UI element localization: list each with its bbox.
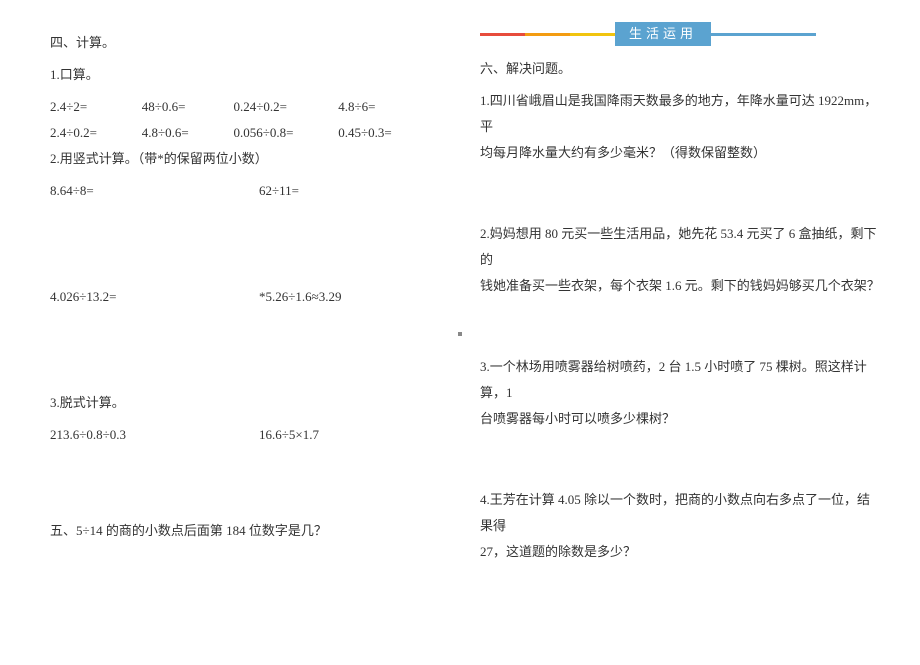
oral-cell: 48÷0.6= [142, 94, 234, 120]
vertical-cell: *5.26÷1.6≈3.29 [259, 284, 430, 310]
question-line: 4.王芳在计算 4.05 除以一个数时，把商的小数点向右多点了一位，结果得 [480, 487, 880, 539]
question-2: 2.妈妈想用 80 元买一些生活用品，她先花 53.4 元买了 6 盒抽纸，剩下… [480, 221, 880, 299]
section-4-title: 四、计算。 [50, 30, 430, 56]
banner-bar-yellow [570, 33, 615, 36]
oral-cell: 0.056÷0.8= [233, 120, 338, 146]
question-line: 27，这道题的除数是多少？ [480, 539, 880, 565]
vertical-row: 8.64÷8= 62÷11= [50, 178, 430, 204]
question-4: 4.王芳在计算 4.05 除以一个数时，把商的小数点向右多点了一位，结果得 27… [480, 487, 880, 565]
question-line: 钱她准备买一些衣架，每个衣架 1.6 元。剩下的钱妈妈够买几个衣架？ [480, 273, 880, 299]
oral-cell: 4.8÷0.6= [142, 120, 234, 146]
oral-cell: 0.45÷0.3= [338, 120, 430, 146]
section-banner: 生活运用 [480, 22, 880, 46]
oral-cell: 4.8÷6= [338, 94, 430, 120]
right-column: 生活运用 六、解决问题。 1.四川省峨眉山是我国降雨天数最多的地方，年降水量可达… [460, 0, 920, 665]
oral-row: 2.4÷2= 48÷0.6= 0.24÷0.2= 4.8÷6= [50, 94, 430, 120]
question-line: 3.一个林场用喷雾器给树喷药，2 台 1.5 小时喷了 75 棵树。照这样计算，… [480, 354, 880, 406]
center-marker-icon [458, 332, 462, 336]
oral-cell: 2.4÷2= [50, 94, 142, 120]
banner-bar-red [480, 33, 525, 36]
question-3: 3.一个林场用喷雾器给树喷药，2 台 1.5 小时喷了 75 棵树。照这样计算，… [480, 354, 880, 432]
banner-bar-blue [711, 33, 816, 36]
section-5-title: 五、5÷14 的商的小数点后面第 184 位数字是几？ [50, 518, 430, 544]
vertical-cell: 8.64÷8= [50, 178, 259, 204]
vertical-cell: 4.026÷13.2= [50, 284, 259, 310]
banner-label: 生活运用 [615, 22, 711, 46]
problem-3-title: 3.脱式计算。 [50, 390, 430, 416]
strip-cell: 213.6÷0.8÷0.3 [50, 422, 259, 448]
problem-2-title: 2.用竖式计算。（带*的保留两位小数） [50, 146, 430, 172]
oral-cell: 0.24÷0.2= [233, 94, 338, 120]
strip-cell: 16.6÷5×1.7 [259, 422, 430, 448]
spacer [50, 448, 430, 518]
oral-row: 2.4÷0.2= 4.8÷0.6= 0.056÷0.8= 0.45÷0.3= [50, 120, 430, 146]
question-1: 1.四川省峨眉山是我国降雨天数最多的地方，年降水量可达 1922mm，平 均每月… [480, 88, 880, 166]
section-6-title: 六、解决问题。 [480, 56, 880, 82]
problem-1-title: 1.口算。 [50, 62, 430, 88]
question-line: 1.四川省峨眉山是我国降雨天数最多的地方，年降水量可达 1922mm，平 [480, 88, 880, 140]
question-line: 台喷雾器每小时可以喷多少棵树？ [480, 406, 880, 432]
left-column: 四、计算。 1.口算。 2.4÷2= 48÷0.6= 0.24÷0.2= 4.8… [0, 0, 460, 665]
question-line: 2.妈妈想用 80 元买一些生活用品，她先花 53.4 元买了 6 盒抽纸，剩下… [480, 221, 880, 273]
question-line: 均每月降水量大约有多少毫米？（得数保留整数） [480, 140, 880, 166]
vertical-row: 4.026÷13.2= *5.26÷1.6≈3.29 [50, 284, 430, 310]
vertical-cell: 62÷11= [259, 178, 430, 204]
banner-bar-orange [525, 33, 570, 36]
strip-row: 213.6÷0.8÷0.3 16.6÷5×1.7 [50, 422, 430, 448]
oral-cell: 2.4÷0.2= [50, 120, 142, 146]
